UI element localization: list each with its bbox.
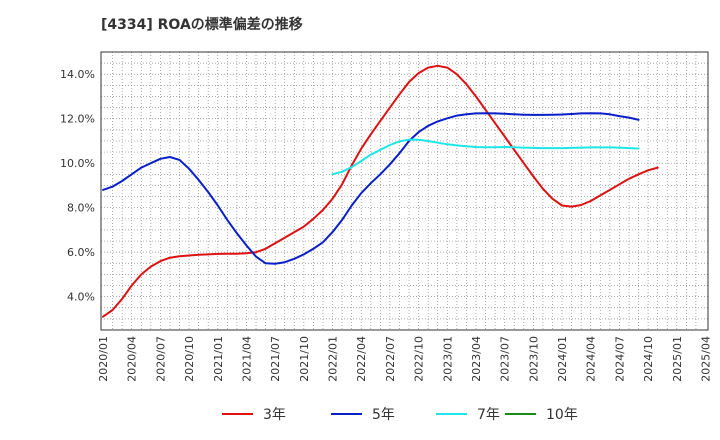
y-tick-label: 10.0%	[60, 157, 95, 170]
x-tick-label: 2023/04	[470, 336, 483, 382]
y-tick-label: 6.0%	[67, 246, 95, 259]
x-tick-label: 2020/10	[183, 336, 196, 382]
x-tick-label: 2021/10	[298, 336, 311, 382]
legend: 3年 5年 7年 10年	[222, 407, 578, 423]
x-tick-label: 2020/07	[154, 336, 167, 382]
x-tick-label: 2022/01	[327, 336, 340, 382]
x-axis: 2020/01 2020/04 2020/07 2020/10 2021/01 2021/…	[97, 336, 713, 382]
legend-label: 3年	[263, 407, 286, 423]
legend-label: 5年	[372, 407, 395, 423]
x-tick-label: 2022/10	[413, 336, 426, 382]
x-tick-label: 2023/01	[441, 336, 454, 382]
series-line	[331, 138, 640, 176]
x-tick-label: 2024/10	[642, 336, 655, 382]
x-tick-label: 2023/07	[499, 336, 512, 382]
plot-frame	[100, 51, 709, 331]
grid	[101, 52, 708, 330]
legend-label: 10年	[546, 407, 578, 423]
x-tick-label: 2024/04	[585, 336, 598, 382]
series-lines	[102, 64, 659, 318]
legend-label: 7年	[477, 407, 500, 423]
y-tick-label: 14.0%	[60, 68, 95, 81]
chart-title: [4334] ROAの標準偏差の推移	[101, 17, 303, 33]
x-tick-label: 2024/07	[613, 336, 626, 382]
y-tick-label: 8.0%	[67, 202, 95, 215]
x-tick-label: 2025/04	[700, 336, 713, 382]
x-tick-label: 2022/04	[355, 336, 368, 382]
x-tick-label: 2023/10	[527, 336, 540, 382]
y-axis: 4.0% 6.0% 8.0% 10.0% 12.0% 14.0%	[60, 68, 95, 303]
x-tick-label: 2020/01	[97, 336, 110, 382]
x-tick-label: 2021/07	[269, 336, 282, 382]
y-tick-label: 12.0%	[60, 113, 95, 126]
x-tick-label: 2024/01	[556, 336, 569, 382]
x-tick-label: 2021/04	[240, 336, 253, 382]
x-tick-label: 2021/01	[212, 336, 225, 382]
series-line	[102, 112, 640, 265]
x-tick-label: 2020/04	[126, 336, 139, 382]
x-tick-label: 2025/01	[671, 336, 684, 382]
series-line	[102, 64, 659, 318]
y-tick-label: 4.0%	[67, 291, 95, 304]
x-tick-label: 2022/07	[384, 336, 397, 382]
